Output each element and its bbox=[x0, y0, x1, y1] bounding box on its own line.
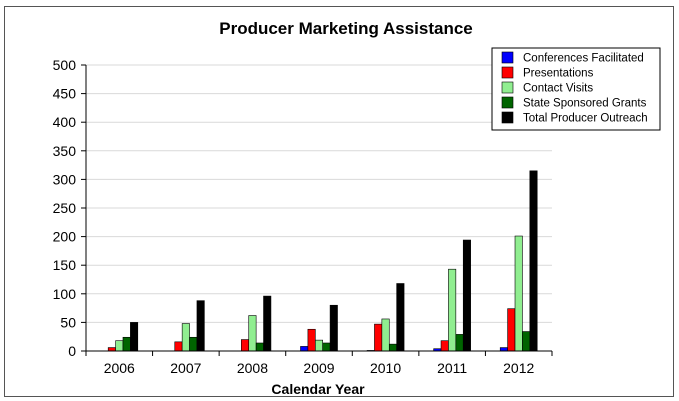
axis-layer: 0 50 100 150 200 250 300 350 400 450 500 2006 2007 20… bbox=[53, 57, 553, 376]
bar bbox=[507, 308, 516, 352]
bar bbox=[529, 170, 538, 352]
bar bbox=[329, 304, 338, 352]
bar bbox=[396, 283, 405, 352]
bar bbox=[522, 331, 531, 352]
bar bbox=[255, 342, 264, 352]
bar bbox=[174, 341, 183, 352]
legend-swatch bbox=[501, 66, 514, 79]
y-tick-label: 500 bbox=[53, 57, 77, 73]
legend: Conferences Facilitated Presentations Cont… bbox=[491, 47, 661, 131]
bar bbox=[107, 347, 116, 352]
legend-swatch bbox=[501, 96, 514, 109]
legend-swatch bbox=[501, 111, 514, 124]
x-tick-label: 2007 bbox=[170, 360, 201, 376]
y-tick-label: 300 bbox=[53, 171, 77, 187]
y-tick-label: 0 bbox=[68, 343, 76, 359]
bar bbox=[388, 343, 397, 352]
y-tick-label: 50 bbox=[60, 314, 76, 330]
x-tick-label: 2010 bbox=[370, 360, 401, 376]
y-tick-label: 100 bbox=[53, 286, 77, 302]
bar bbox=[300, 346, 309, 352]
chart-title: Producer Marketing Assistance bbox=[219, 19, 473, 38]
x-tick-label: 2009 bbox=[303, 360, 334, 376]
bar bbox=[122, 336, 131, 352]
bar bbox=[514, 235, 523, 352]
bar bbox=[248, 315, 257, 352]
legend-label: State Sponsored Grants bbox=[523, 98, 647, 110]
x-axis-label: Calendar Year bbox=[271, 381, 365, 397]
bar bbox=[263, 295, 272, 352]
bar bbox=[241, 339, 250, 352]
bar bbox=[499, 347, 508, 352]
grid-layer bbox=[86, 64, 552, 323]
x-tick-label: 2012 bbox=[503, 360, 534, 376]
x-tick-label: 2011 bbox=[437, 360, 467, 376]
bar bbox=[189, 336, 198, 352]
legend-swatch bbox=[501, 81, 514, 94]
bar bbox=[181, 323, 190, 352]
y-tick-label: 150 bbox=[53, 257, 77, 273]
legend-box bbox=[491, 47, 661, 131]
legend-label: Contact Visits bbox=[523, 83, 593, 95]
y-tick-label: 200 bbox=[53, 229, 77, 245]
bars-layer bbox=[107, 170, 538, 352]
legend-label: Presentations bbox=[523, 68, 594, 80]
bar bbox=[130, 322, 139, 352]
bar bbox=[374, 323, 383, 352]
legend-label: Total Producer Outreach bbox=[523, 113, 648, 125]
bar bbox=[196, 300, 205, 352]
bar bbox=[440, 340, 449, 352]
bar bbox=[462, 239, 471, 352]
x-tick-label: 2008 bbox=[237, 360, 268, 376]
bar bbox=[381, 318, 390, 352]
legend-label: Conferences Facilitated bbox=[523, 53, 644, 65]
x-tick-label: 2006 bbox=[104, 360, 135, 376]
bar bbox=[455, 334, 464, 352]
legend-swatch bbox=[501, 51, 514, 64]
bar bbox=[322, 342, 331, 352]
y-tick-label: 400 bbox=[53, 114, 77, 130]
y-tick-label: 250 bbox=[53, 200, 77, 216]
bar bbox=[314, 339, 323, 352]
bar bbox=[448, 268, 457, 352]
bar bbox=[115, 340, 124, 352]
y-tick-label: 350 bbox=[53, 143, 77, 159]
y-tick-label: 450 bbox=[53, 86, 77, 102]
bar bbox=[307, 328, 316, 352]
